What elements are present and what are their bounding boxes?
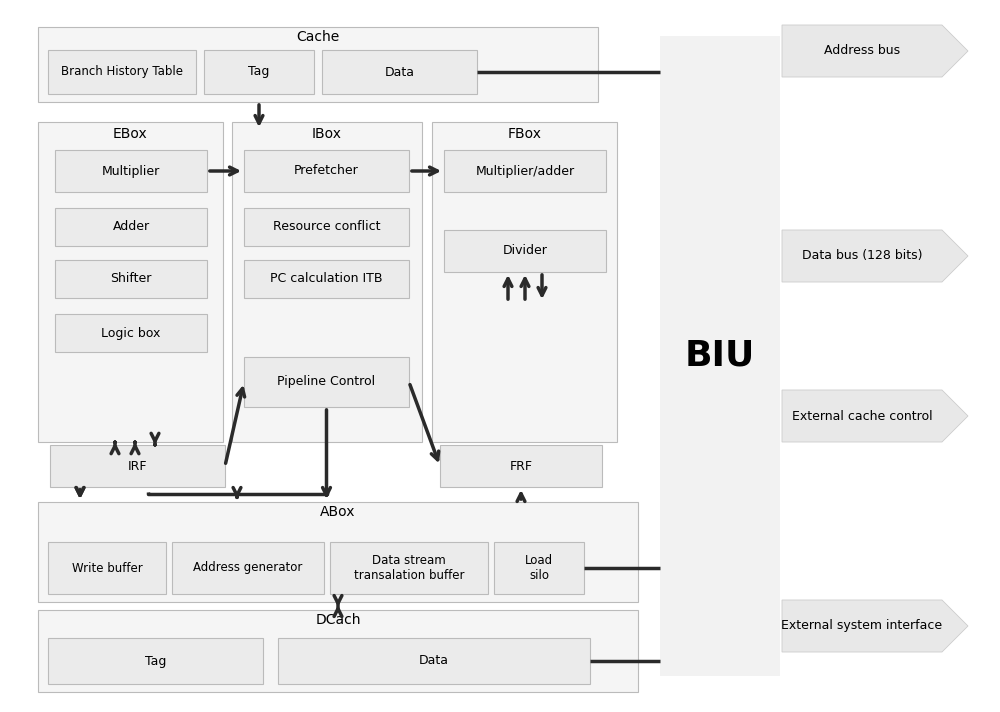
Text: Adder: Adder <box>112 221 150 234</box>
Text: ABox: ABox <box>320 505 356 519</box>
Text: Tag: Tag <box>248 66 270 78</box>
Text: Branch History Table: Branch History Table <box>61 66 183 78</box>
Text: Divider: Divider <box>503 244 547 258</box>
Polygon shape <box>782 230 968 282</box>
Text: Data stream
transalation buffer: Data stream transalation buffer <box>354 554 464 582</box>
Text: Multiplier: Multiplier <box>102 164 160 177</box>
FancyBboxPatch shape <box>48 638 263 684</box>
Text: External system interface: External system interface <box>781 619 943 632</box>
Polygon shape <box>782 25 968 77</box>
Text: Data: Data <box>419 654 449 668</box>
Text: Address generator: Address generator <box>193 562 303 575</box>
Text: Load
silo: Load silo <box>525 554 553 582</box>
FancyBboxPatch shape <box>278 638 590 684</box>
FancyBboxPatch shape <box>50 445 225 487</box>
Text: Logic box: Logic box <box>101 327 161 340</box>
Text: FBox: FBox <box>508 127 542 141</box>
FancyBboxPatch shape <box>244 357 409 407</box>
FancyBboxPatch shape <box>244 208 409 246</box>
Text: Tag: Tag <box>145 654 166 668</box>
FancyBboxPatch shape <box>55 208 207 246</box>
FancyBboxPatch shape <box>330 542 488 594</box>
FancyBboxPatch shape <box>494 542 584 594</box>
Text: Data: Data <box>384 66 415 78</box>
Polygon shape <box>782 390 968 442</box>
FancyBboxPatch shape <box>440 445 602 487</box>
FancyBboxPatch shape <box>244 260 409 298</box>
Text: External cache control: External cache control <box>792 409 932 422</box>
Text: Pipeline Control: Pipeline Control <box>277 375 376 389</box>
FancyBboxPatch shape <box>55 260 207 298</box>
Text: Address bus: Address bus <box>824 44 900 58</box>
Text: Cache: Cache <box>296 30 340 44</box>
FancyBboxPatch shape <box>55 314 207 352</box>
FancyBboxPatch shape <box>38 122 223 442</box>
Text: IBox: IBox <box>312 127 342 141</box>
FancyBboxPatch shape <box>48 50 196 94</box>
FancyBboxPatch shape <box>204 50 314 94</box>
Text: Resource conflict: Resource conflict <box>273 221 380 234</box>
Text: DCach: DCach <box>315 613 361 627</box>
Text: Data bus (128 bits): Data bus (128 bits) <box>802 249 922 263</box>
FancyBboxPatch shape <box>172 542 324 594</box>
Text: FRF: FRF <box>510 459 532 473</box>
Text: Write buffer: Write buffer <box>72 562 142 575</box>
FancyBboxPatch shape <box>244 150 409 192</box>
Text: IRF: IRF <box>128 459 147 473</box>
Text: BIU: BIU <box>685 339 755 373</box>
FancyBboxPatch shape <box>38 27 598 102</box>
Text: Multiplier/adder: Multiplier/adder <box>475 164 575 177</box>
FancyBboxPatch shape <box>444 230 606 272</box>
Text: PC calculation ITB: PC calculation ITB <box>270 273 383 286</box>
Text: Shifter: Shifter <box>110 273 152 286</box>
Text: EBox: EBox <box>113 127 148 141</box>
FancyBboxPatch shape <box>38 610 638 692</box>
FancyBboxPatch shape <box>444 150 606 192</box>
FancyBboxPatch shape <box>322 50 477 94</box>
FancyBboxPatch shape <box>232 122 422 442</box>
FancyBboxPatch shape <box>55 150 207 192</box>
FancyBboxPatch shape <box>38 502 638 602</box>
FancyBboxPatch shape <box>660 36 780 676</box>
Polygon shape <box>782 600 968 652</box>
FancyBboxPatch shape <box>432 122 617 442</box>
Text: Prefetcher: Prefetcher <box>294 164 359 177</box>
FancyBboxPatch shape <box>48 542 166 594</box>
